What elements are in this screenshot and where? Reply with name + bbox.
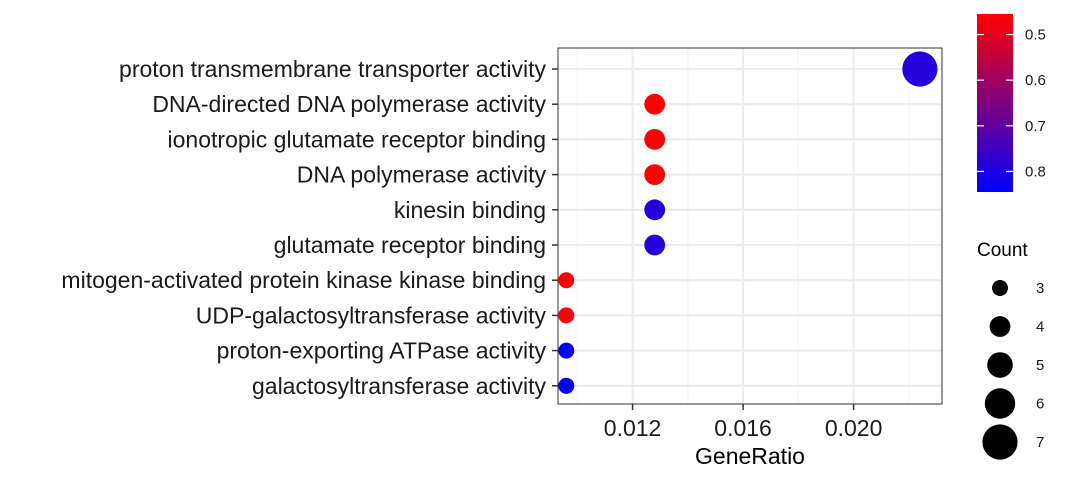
- size-legend-dot: [987, 352, 1013, 378]
- size-legend-label: 7: [1036, 434, 1044, 451]
- y-axis-category-label: mitogen-activated protein kinase kinase …: [61, 267, 546, 293]
- data-point: [902, 51, 938, 87]
- size-legend-label: 5: [1036, 357, 1044, 374]
- colorbar-tick-label: 0.5: [1025, 27, 1046, 44]
- size-legend-label: 4: [1036, 319, 1044, 336]
- points-layer: [558, 51, 938, 394]
- x-axis-title: GeneRatio: [695, 443, 805, 469]
- x-axis-tick-label: 0.012: [604, 415, 662, 441]
- data-point: [558, 272, 575, 289]
- size-legend-label: 3: [1036, 280, 1044, 297]
- colorbar-tick-label: 0.7: [1025, 118, 1046, 135]
- y-axis-category-label: ionotropic glutamate receptor binding: [168, 126, 546, 152]
- data-point: [644, 164, 666, 186]
- size-legend-dot: [989, 316, 1011, 337]
- x-axis-tick-label: 0.016: [714, 415, 772, 441]
- y-axis-category-label: UDP-galactosyltransferase activity: [196, 302, 547, 328]
- data-point: [558, 342, 575, 359]
- data-point: [558, 377, 575, 394]
- axes-layer: proton transmembrane transporter activit…: [61, 56, 882, 441]
- size-legend-label: 6: [1036, 396, 1044, 413]
- data-point: [644, 93, 666, 115]
- x-axis-tick-label: 0.020: [825, 415, 883, 441]
- size-legend-title: Count: [977, 240, 1028, 261]
- plot-panel-border: [557, 47, 943, 405]
- y-axis-category-label: galactosyltransferase activity: [252, 373, 547, 399]
- data-point: [644, 199, 666, 221]
- data-point: [644, 129, 666, 150]
- y-axis-category-label: DNA-directed DNA polymerase activity: [152, 91, 546, 117]
- y-axis-category-label: glutamate receptor binding: [274, 232, 546, 258]
- y-axis-category-label: proton-exporting ATPase activity: [217, 338, 547, 364]
- size-legend-dot: [982, 424, 1018, 460]
- y-axis-category-label: proton transmembrane transporter activit…: [119, 56, 546, 82]
- data-point: [644, 234, 666, 256]
- colorbar: [977, 14, 1013, 192]
- colorbar-tick-label: 0.8: [1025, 163, 1046, 180]
- size-legend-dot: [984, 388, 1016, 419]
- size-legend-dot: [992, 280, 1008, 296]
- colorbar-tick-label: 0.6: [1025, 72, 1046, 89]
- y-axis-category-label: kinesin binding: [394, 197, 546, 223]
- data-point: [558, 307, 575, 324]
- grid-layer: [558, 48, 942, 404]
- y-axis-category-label: DNA polymerase activity: [297, 162, 547, 188]
- legend-layer: Count 0.5 0.6 0.7 0.8 3 4 5 6 7: [977, 14, 1046, 460]
